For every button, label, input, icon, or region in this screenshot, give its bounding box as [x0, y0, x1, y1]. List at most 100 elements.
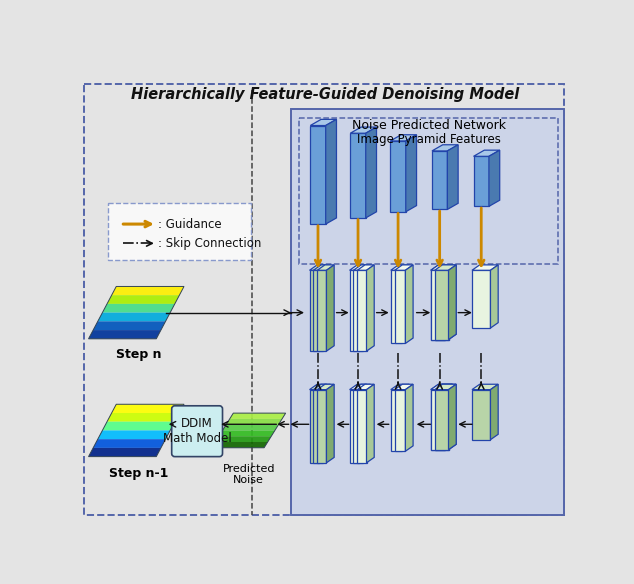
Polygon shape — [313, 384, 330, 390]
Polygon shape — [103, 304, 175, 312]
Polygon shape — [405, 265, 413, 343]
Polygon shape — [309, 390, 319, 463]
FancyBboxPatch shape — [108, 203, 251, 259]
Text: Step n-1: Step n-1 — [109, 467, 168, 480]
Polygon shape — [359, 265, 366, 351]
Polygon shape — [474, 157, 489, 206]
Polygon shape — [107, 413, 179, 422]
Polygon shape — [394, 384, 413, 390]
Polygon shape — [435, 384, 456, 390]
Polygon shape — [212, 442, 268, 448]
Polygon shape — [366, 384, 374, 463]
Polygon shape — [309, 270, 319, 351]
Text: Image Pyramid Features: Image Pyramid Features — [357, 133, 501, 146]
Polygon shape — [358, 384, 374, 390]
Polygon shape — [98, 312, 170, 321]
FancyBboxPatch shape — [172, 406, 223, 457]
Polygon shape — [226, 419, 282, 425]
Text: : Skip Connection: : Skip Connection — [158, 237, 261, 250]
Text: DDIM
Math Model: DDIM Math Model — [163, 417, 231, 445]
Polygon shape — [474, 150, 500, 157]
Polygon shape — [363, 265, 370, 351]
Polygon shape — [353, 390, 363, 463]
Polygon shape — [405, 384, 413, 451]
Polygon shape — [230, 413, 286, 419]
Polygon shape — [430, 265, 453, 270]
Polygon shape — [472, 265, 498, 270]
Polygon shape — [349, 390, 359, 463]
Polygon shape — [353, 270, 363, 351]
Polygon shape — [435, 390, 448, 450]
Polygon shape — [448, 265, 456, 339]
Polygon shape — [430, 265, 453, 270]
Polygon shape — [406, 135, 417, 212]
Polygon shape — [430, 390, 444, 450]
Polygon shape — [444, 265, 453, 339]
Polygon shape — [319, 384, 327, 463]
Polygon shape — [313, 390, 323, 463]
Polygon shape — [359, 384, 366, 463]
Polygon shape — [472, 384, 498, 390]
Polygon shape — [349, 265, 366, 270]
Polygon shape — [430, 270, 444, 339]
Text: Noise Predicted Network: Noise Predicted Network — [352, 119, 506, 132]
Polygon shape — [323, 384, 330, 463]
Polygon shape — [89, 448, 161, 457]
Polygon shape — [310, 119, 337, 126]
Text: : Guidance: : Guidance — [158, 218, 221, 231]
Polygon shape — [358, 270, 366, 351]
Polygon shape — [89, 330, 161, 339]
Polygon shape — [353, 384, 370, 390]
Polygon shape — [309, 265, 327, 270]
Polygon shape — [317, 270, 327, 351]
Polygon shape — [432, 151, 448, 210]
Polygon shape — [435, 270, 448, 339]
Polygon shape — [394, 265, 413, 270]
Polygon shape — [107, 295, 179, 304]
Polygon shape — [358, 390, 366, 463]
Polygon shape — [401, 384, 409, 451]
Polygon shape — [223, 425, 278, 430]
Polygon shape — [391, 135, 417, 141]
Polygon shape — [93, 439, 165, 448]
Polygon shape — [323, 265, 330, 351]
Polygon shape — [448, 145, 458, 210]
Polygon shape — [444, 265, 453, 339]
Polygon shape — [435, 265, 456, 270]
Polygon shape — [391, 270, 401, 343]
Polygon shape — [327, 384, 334, 463]
Polygon shape — [309, 384, 327, 390]
Polygon shape — [444, 384, 453, 450]
Polygon shape — [491, 384, 498, 440]
Polygon shape — [391, 141, 406, 212]
Polygon shape — [313, 265, 330, 270]
Polygon shape — [366, 265, 374, 351]
Polygon shape — [391, 384, 409, 390]
Polygon shape — [391, 265, 409, 270]
Polygon shape — [349, 384, 366, 390]
Polygon shape — [435, 390, 448, 450]
Polygon shape — [366, 127, 377, 218]
Polygon shape — [430, 384, 453, 390]
Polygon shape — [98, 430, 170, 439]
Polygon shape — [448, 384, 456, 450]
Polygon shape — [353, 265, 370, 270]
Polygon shape — [351, 133, 366, 218]
Polygon shape — [216, 436, 271, 442]
Polygon shape — [349, 270, 359, 351]
Polygon shape — [310, 126, 326, 224]
Polygon shape — [351, 127, 377, 133]
Polygon shape — [358, 265, 374, 270]
Polygon shape — [435, 265, 456, 270]
Polygon shape — [435, 270, 448, 339]
Polygon shape — [327, 265, 334, 351]
Text: Step n: Step n — [116, 349, 161, 361]
Text: Hierarchically Feature-Guided Denoising Model: Hierarchically Feature-Guided Denoising … — [131, 87, 519, 102]
Text: Predicted
Noise: Predicted Noise — [223, 464, 275, 485]
Polygon shape — [317, 390, 327, 463]
Polygon shape — [103, 422, 175, 430]
Polygon shape — [430, 384, 453, 390]
Polygon shape — [401, 265, 409, 343]
Polygon shape — [93, 321, 165, 330]
Polygon shape — [363, 384, 370, 463]
